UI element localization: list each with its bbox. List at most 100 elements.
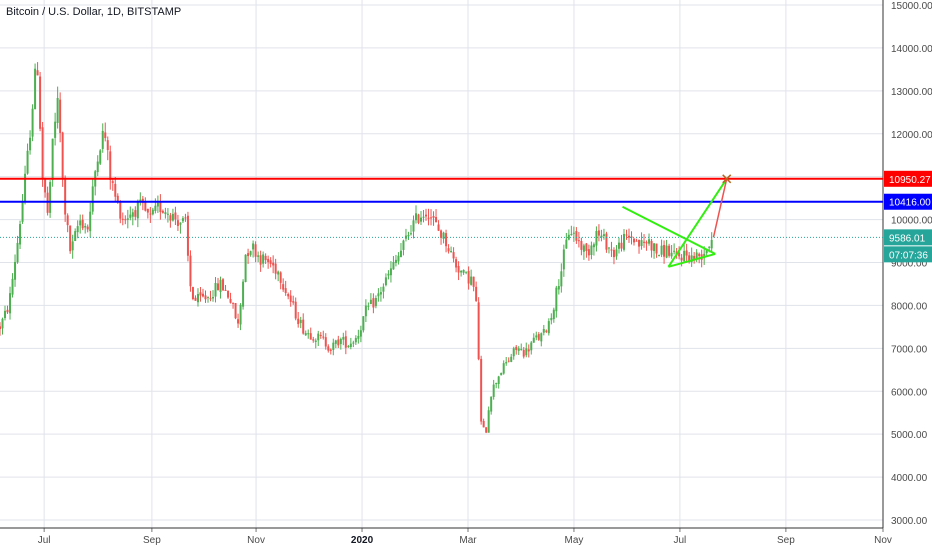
candle-body [610,249,613,251]
candle-body [41,127,44,179]
candle-body [708,246,711,248]
candle-body [399,250,402,257]
candle-body [585,243,588,252]
candle-body [104,132,107,139]
candle-body [442,232,445,239]
candle-body [317,333,320,341]
candle-body [49,182,52,213]
candle-body [698,253,701,257]
current-price-label: 9586.01 [889,233,926,244]
candle-body [322,336,325,338]
candle-body [625,234,628,236]
candle-body [1,318,4,329]
candle-body [357,335,360,339]
candle-body [282,284,285,290]
candle-body [181,218,184,222]
candle-body [377,293,380,297]
candle-body [678,252,681,257]
candle-body [44,177,47,193]
candle-body [407,234,410,237]
candle-body [497,376,500,384]
candle-body [522,349,525,357]
candle-body [329,349,332,351]
candle-body [472,276,475,287]
candle-body [402,240,405,250]
candle-body [189,255,192,287]
candle-body [617,242,620,249]
candle-body [116,195,119,203]
candle-body [450,251,453,253]
candle-body [237,319,240,324]
candle-body [297,318,300,325]
candle-body [249,251,252,255]
candle-body [264,255,267,261]
candle-body [422,216,425,218]
candle-body [447,248,450,252]
candle-body [645,241,648,244]
candle-body [292,301,295,303]
candle-body [467,270,470,284]
candle-body [344,336,347,348]
candle-body [663,244,666,257]
candle-body [537,334,540,340]
candle-body [367,305,370,307]
candle-body [171,213,174,221]
x-tick-label: Sep [777,535,795,546]
candle-body [56,97,59,123]
candle-body [59,99,62,133]
x-tick-label: Jul [674,535,687,546]
candle-body [685,250,688,256]
candle-body [420,217,423,222]
candle-body [445,233,448,247]
candle-body [620,242,623,249]
candle-body [577,240,580,242]
candle-body [417,214,420,223]
y-tick-label: 8000.00 [891,301,928,312]
candle-body [279,272,282,283]
candle-body [139,199,142,202]
x-tick-label: May [564,535,583,546]
candle-body [99,150,102,164]
candle-body [191,287,194,300]
candle-body [64,179,67,215]
x-tick-label: Nov [874,535,892,546]
candle-body [633,238,636,243]
candle-body [592,244,595,248]
candle-body [432,216,435,218]
candle-body [640,240,643,247]
candle-body [327,346,330,351]
candle-body [129,214,132,218]
candle-body [176,220,179,226]
candle-body [567,234,570,240]
candle-body [294,301,297,319]
candle-body [196,294,199,303]
candle-body [670,252,673,257]
candle-body [542,329,545,333]
candle-body [244,254,247,282]
candle-body [683,250,686,262]
candle-body [54,121,57,138]
candle-body [582,245,585,252]
candle-body [695,252,698,259]
candle-body [480,358,483,422]
level-price-tag [884,193,932,210]
candle-body [392,262,395,270]
candle-body [219,279,222,292]
candle-body [382,286,385,292]
candle-body [487,410,490,433]
candle-body [510,356,513,362]
y-tick-label: 5000.00 [891,430,928,441]
candle-body [354,338,357,343]
candle-body [612,249,615,258]
level-price-label: 10950.27 [889,175,931,186]
candle-body [186,215,189,256]
candle-body [590,245,593,256]
candle-body [114,183,117,197]
candle-body [14,261,17,280]
candle-body [124,219,127,221]
candle-body [688,255,691,262]
candle-body [307,333,310,335]
candle-body [369,299,372,305]
